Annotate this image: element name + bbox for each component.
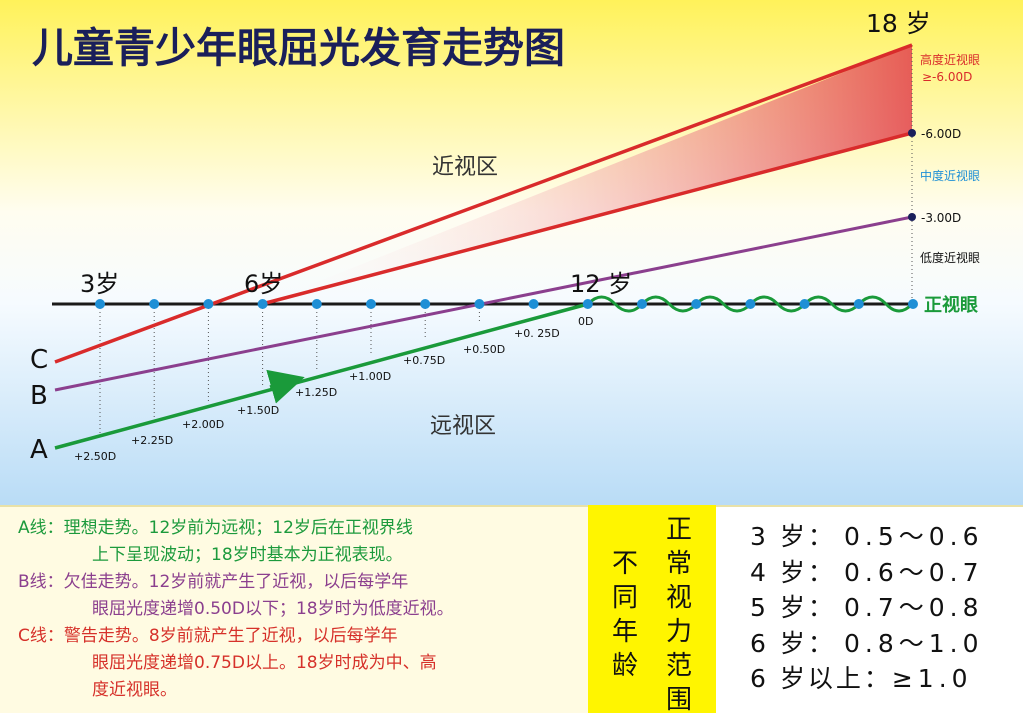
line-c — [54, 43, 913, 364]
high-myopia-wedge — [262, 45, 912, 304]
diopter-label: +1.00D — [349, 370, 391, 383]
age-12-label: 12 岁 — [570, 270, 632, 298]
legend-line: 度近视眼。 — [92, 680, 177, 700]
minus3-label: -3.00D — [921, 211, 961, 225]
mid-myopia-label: 中度近视眼 — [920, 168, 980, 183]
legend-line: C线：警告走势。8岁前就产生了近视，以后每学年 — [18, 626, 398, 646]
vision-row: 6 岁以上：≥1.0 — [750, 661, 1023, 697]
axis-dot — [420, 299, 431, 309]
axis-dot — [853, 299, 864, 309]
vision-range: 0.5～0.6 — [844, 522, 984, 551]
axis-dot — [366, 299, 376, 309]
vision-range: 0.6～0.7 — [844, 557, 984, 587]
vision-title-col1: 正常视力范围 — [665, 515, 692, 715]
vision-range: 0.8～1.0 — [844, 628, 984, 658]
line-b-description: B线：欠佳走势。12岁前就产生了近视，以后每学年 眼屈光度递增0.50D以下；1… — [18, 569, 588, 623]
high-myopia-label: 高度近视眼 — [920, 52, 980, 67]
vision-range: 0.7～0.8 — [844, 593, 984, 622]
axis-dot — [745, 299, 756, 309]
line-a-arrow — [266, 369, 305, 404]
high-myopia-value: ≥-6.00D — [922, 70, 972, 84]
age-3-label: 3岁 — [80, 270, 119, 298]
refraction-trend-diagram: 儿童青少年眼屈光发育走势图 近视区 远视区 3岁 6岁 12 岁 18 岁 C … — [0, 0, 1023, 505]
diopter-label: +0.50D — [463, 343, 505, 356]
diopter-label: +2.50D — [74, 450, 116, 463]
axis-dot — [908, 299, 918, 309]
line-a-description: A线：理想走势。12岁前为远视；12岁后在正视界线 上下呈现波动；18岁时基本为… — [18, 515, 588, 569]
legend-line: B线：欠佳走势。12岁前就产生了近视，以后每学年 — [18, 572, 409, 592]
vision-age: 4 岁： — [750, 557, 836, 587]
axis-dot — [95, 299, 105, 309]
axis-dot — [203, 299, 214, 309]
diopter-label: +1.50D — [237, 404, 279, 417]
axis-dot — [637, 299, 647, 309]
vision-row: 4 岁： 0.6～0.7 — [750, 555, 1023, 591]
vision-row: 5 岁： 0.7～0.8 — [750, 590, 1023, 626]
vision-title-panel: 正常视力范围 不同年龄 — [588, 505, 716, 715]
vision-age: 6 岁： — [750, 628, 836, 658]
axis-dot — [257, 299, 268, 309]
legend-panel: A线：理想走势。12岁前为远视；12岁后在正视界线 上下呈现波动；18岁时基本为… — [0, 505, 588, 713]
legend-line: A线：理想走势。12岁前为远视；12岁后在正视界线 — [18, 518, 413, 538]
line-a-label: A — [30, 435, 48, 465]
page-title: 儿童青少年眼屈光发育走势图 — [32, 24, 565, 72]
diopter-label: +0.75D — [403, 354, 445, 367]
axis-dot — [474, 299, 485, 309]
legend-line: 眼屈光度递增0.50D以下；18岁时为低度近视。 — [92, 599, 454, 619]
vision-row: 6 岁： 0.8～1.0 — [750, 626, 1023, 662]
age-18-label: 18 岁 — [866, 9, 931, 38]
axis-dot — [149, 299, 160, 309]
diopter-label: +2.25D — [131, 434, 173, 447]
axis-dot — [799, 299, 810, 309]
line-c-label: C — [30, 345, 48, 375]
minus6-label: -6.00D — [921, 127, 961, 141]
vision-age: 6 岁以上： — [750, 664, 892, 693]
myopia-zone-label: 近视区 — [432, 155, 498, 180]
diopter-label: +2.00D — [182, 418, 224, 431]
axis-dot — [311, 299, 322, 309]
line-c-description: C线：警告走势。8岁前就产生了近视，以后每学年 眼屈光度递增0.75D以上。18… — [18, 623, 588, 704]
axis-dot — [582, 299, 593, 309]
line-b-label: B — [30, 381, 48, 411]
axis-dots — [95, 299, 918, 309]
age-6-label: 6岁 — [244, 270, 283, 298]
vision-range: ≥1.0 — [891, 664, 973, 693]
vision-age: 3 岁： — [750, 522, 836, 551]
vision-age: 5 岁： — [750, 593, 836, 622]
vision-table-panel: 3 岁： 0.5～0.6 4 岁： 0.6～0.7 5 岁： 0.7～0.8 6 岁：… — [716, 505, 1023, 713]
legend-line: 眼屈光度递增0.75D以上。18岁时成为中、高 — [92, 653, 437, 673]
vision-row: 3 岁： 0.5～0.6 — [750, 519, 1023, 555]
diopter-label: 0D — [578, 315, 593, 328]
minus6-marker — [908, 129, 916, 137]
axis-dot — [528, 299, 539, 309]
diopter-label: +0. 25D — [514, 327, 560, 340]
vision-title-col2: 不同年龄 — [611, 549, 638, 681]
diopter-label: +1.25D — [295, 386, 337, 399]
hyperopia-zone-label: 远视区 — [430, 414, 496, 439]
minus3-marker — [908, 213, 916, 221]
axis-dot — [691, 299, 702, 309]
legend-line: 上下呈现波动；18岁时基本为正视表现。 — [92, 545, 403, 565]
emmetropia-label: 正视眼 — [924, 294, 978, 316]
low-myopia-label: 低度近视眼 — [920, 250, 980, 265]
line-a — [54, 302, 589, 450]
line-c-lower-bound — [261, 131, 913, 306]
diopter-labels: +2.50D +2.25D +2.00D +1.50D +1.25D +1.00… — [74, 315, 593, 463]
